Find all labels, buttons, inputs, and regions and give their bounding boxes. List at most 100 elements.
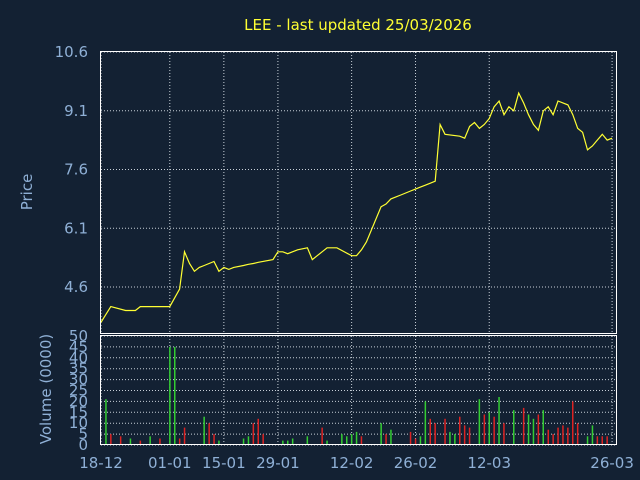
volume-bar	[459, 416, 461, 445]
price-tick-label: 7.6	[64, 161, 88, 179]
volume-tick-label: 15	[69, 403, 88, 421]
volume-bar	[346, 436, 348, 445]
volume-bar	[262, 434, 264, 445]
volume-bar	[537, 414, 540, 445]
volume-tick-label: 35	[69, 360, 88, 378]
volume-bar	[493, 416, 495, 445]
volume-bar	[503, 423, 505, 445]
volume-bar	[110, 434, 112, 445]
price-tick-label: 10.6	[55, 43, 88, 61]
volume-bar	[483, 414, 486, 445]
volume-bar	[139, 440, 142, 445]
volume-bar	[149, 436, 151, 445]
volume-bar	[119, 436, 122, 445]
volume-bar	[454, 434, 456, 445]
volume-bar	[360, 436, 363, 445]
volume-tick-label: 45	[69, 338, 88, 356]
volume-bar	[390, 429, 392, 445]
volume-bar	[257, 418, 259, 445]
volume-bar	[557, 427, 559, 445]
volume-bar	[174, 346, 176, 445]
volume-bar	[306, 436, 309, 445]
date-tick-label: 12-02	[330, 454, 374, 472]
date-tick-label: 29-01	[256, 454, 300, 472]
volume-bar	[429, 418, 431, 445]
volume-bar	[498, 397, 500, 445]
volume-bar	[562, 425, 564, 445]
volume-bar	[129, 438, 132, 445]
volume-bar	[478, 399, 481, 445]
volume-bar	[601, 436, 603, 445]
volume-bar	[252, 423, 255, 445]
volume-bar	[572, 401, 574, 445]
volume-bar	[169, 346, 171, 445]
volume-bar	[105, 399, 107, 445]
chart-title: LEE - last updated 25/03/2026	[244, 16, 472, 34]
volume-bar	[522, 407, 525, 445]
volume-bar	[385, 434, 387, 445]
price-panel-frame	[100, 51, 617, 334]
volume-bar	[591, 425, 594, 445]
volume-bar	[183, 427, 186, 445]
volume-bar	[567, 427, 569, 445]
date-tick-label: 15-01	[202, 454, 246, 472]
price-tick-labels: 10.6 9.1 7.6 6.1 4.6	[55, 43, 88, 296]
volume-bar	[247, 436, 250, 445]
volume-bar	[449, 431, 451, 445]
volume-bar	[552, 434, 554, 445]
volume-bar	[419, 436, 422, 445]
volume-tick-label: 5	[78, 425, 88, 443]
volume-bar	[547, 429, 549, 445]
volume-bar	[178, 438, 181, 445]
volume-bar	[350, 434, 353, 445]
volume-bar	[409, 431, 412, 445]
volume-bar	[380, 423, 382, 445]
volume-bar	[282, 440, 284, 445]
volume-tick-label: 25	[69, 382, 88, 400]
volume-bar	[468, 427, 471, 445]
date-tick-label: 01-01	[148, 454, 192, 472]
price-tick-label: 9.1	[64, 102, 88, 120]
volume-bar	[513, 410, 515, 445]
volume-bar	[355, 431, 358, 445]
volume-bar	[208, 423, 210, 445]
volume-bar	[321, 427, 323, 445]
volume-tick-label: 10	[69, 414, 88, 432]
volume-bar	[542, 410, 544, 445]
date-tick-label: 26-03	[590, 454, 634, 472]
volume-bar	[576, 423, 579, 445]
volume-bar	[287, 440, 289, 445]
volume-bar	[444, 418, 446, 445]
price-tick-label: 4.6	[64, 278, 88, 296]
volume-tick-label: 50	[69, 327, 88, 345]
price-axis-label: Price	[18, 174, 36, 211]
volume-bar	[527, 414, 530, 445]
volume-bar	[326, 440, 328, 445]
volume-bar	[596, 436, 599, 445]
volume-panel-frame	[100, 335, 617, 445]
volume-tick-label: 20	[69, 392, 88, 410]
volume-bar	[463, 425, 466, 445]
volume-bar	[341, 434, 343, 445]
volume-tick-label: 0	[78, 436, 88, 454]
volume-bar	[213, 434, 215, 445]
date-tick-labels: 18-12 01-01 15-01 29-01 12-02 26-02 12-03 26-03	[79, 454, 634, 472]
date-tick-label: 18-12	[79, 454, 123, 472]
price-tick-label: 6.1	[64, 219, 88, 237]
volume-bar	[159, 438, 161, 445]
volume-bar	[488, 412, 490, 445]
date-tick-label: 26-02	[394, 454, 438, 472]
volume-bar	[291, 438, 294, 445]
price-series-line	[100, 91, 613, 323]
volume-bar	[203, 416, 205, 445]
volume-bar	[242, 438, 245, 445]
volume-bars	[105, 346, 608, 445]
volume-tick-label: 30	[69, 371, 88, 389]
volume-bar	[606, 436, 608, 445]
volume-grid	[100, 335, 617, 446]
volume-bar	[414, 438, 417, 445]
volume-axis-label: Volume (0000)	[37, 334, 55, 444]
volume-bar	[586, 436, 589, 445]
volume-bar	[218, 440, 220, 445]
